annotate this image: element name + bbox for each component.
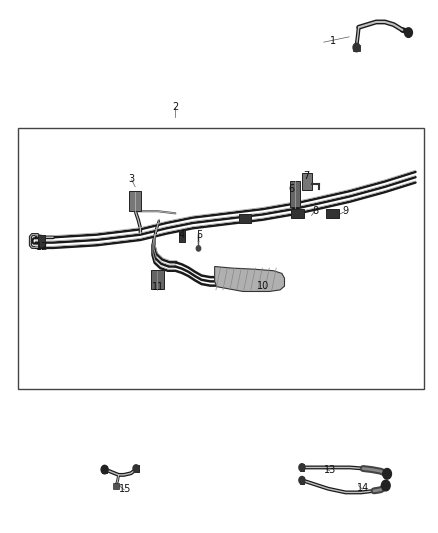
Text: 5: 5 — [196, 230, 202, 240]
Circle shape — [196, 246, 201, 251]
Text: 14: 14 — [357, 483, 369, 493]
Text: 7: 7 — [303, 171, 310, 181]
Circle shape — [299, 464, 305, 471]
Circle shape — [299, 477, 305, 484]
Circle shape — [101, 465, 108, 474]
Polygon shape — [215, 266, 285, 292]
FancyBboxPatch shape — [302, 173, 312, 190]
FancyBboxPatch shape — [130, 191, 141, 211]
Bar — [18, 128, 424, 389]
Text: 8: 8 — [312, 206, 318, 216]
FancyBboxPatch shape — [179, 230, 185, 241]
FancyBboxPatch shape — [38, 235, 45, 247]
Circle shape — [353, 43, 360, 52]
Text: 1: 1 — [329, 36, 336, 45]
Text: 4: 4 — [179, 230, 185, 240]
Text: 6: 6 — [288, 184, 294, 195]
FancyBboxPatch shape — [300, 464, 304, 471]
FancyBboxPatch shape — [290, 181, 300, 207]
FancyBboxPatch shape — [239, 214, 251, 223]
Text: 2: 2 — [172, 102, 178, 112]
Circle shape — [133, 465, 139, 472]
Text: 10: 10 — [257, 281, 269, 291]
FancyBboxPatch shape — [135, 465, 139, 472]
Text: 13: 13 — [324, 465, 336, 474]
Circle shape — [383, 469, 392, 479]
Text: 9: 9 — [343, 206, 349, 216]
FancyBboxPatch shape — [300, 477, 304, 484]
FancyBboxPatch shape — [326, 209, 339, 217]
FancyBboxPatch shape — [291, 209, 304, 217]
Circle shape — [381, 480, 390, 491]
FancyBboxPatch shape — [113, 483, 120, 489]
FancyBboxPatch shape — [102, 466, 107, 473]
FancyBboxPatch shape — [151, 270, 164, 289]
FancyBboxPatch shape — [353, 45, 360, 51]
Text: 12: 12 — [36, 242, 48, 252]
Text: 11: 11 — [152, 282, 164, 292]
Text: 15: 15 — [119, 484, 131, 494]
Circle shape — [405, 28, 413, 37]
Text: 3: 3 — [129, 174, 135, 184]
